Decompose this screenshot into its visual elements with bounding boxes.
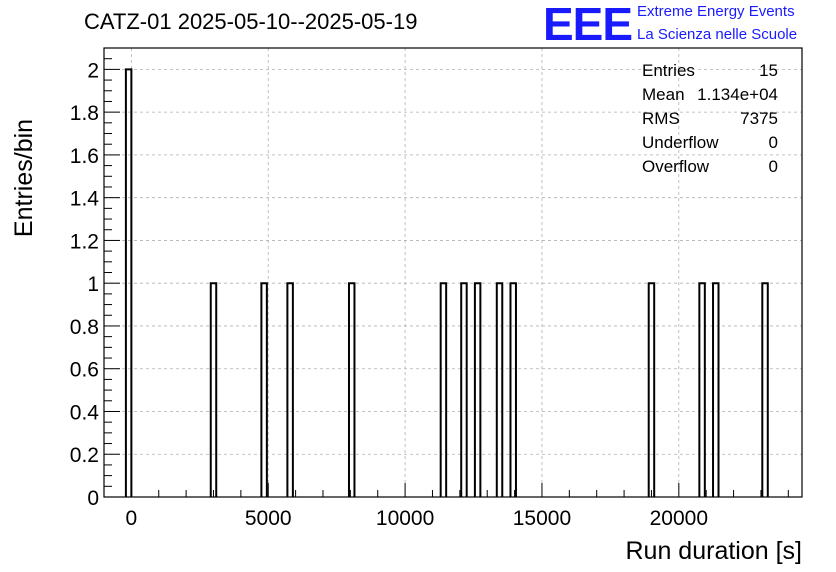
histogram-bin	[509, 282, 517, 497]
y-tick-label: 1.4	[70, 188, 100, 211]
stats-label: RMS	[642, 109, 680, 128]
y-axis-label: Entries/bin	[10, 119, 38, 237]
stats-box: Entries 15 Mean 1.134e+04 RMS 7375 Under…	[642, 59, 778, 179]
axis-ticks	[104, 58, 789, 498]
stats-label: Underflow	[642, 133, 719, 152]
histogram-bin	[712, 282, 720, 497]
histogram-bin	[347, 282, 356, 497]
logo-text-line2: La Scienza nelle Scuole	[637, 26, 798, 43]
y-tick-label: 0	[87, 487, 99, 510]
x-tick-label: 20000	[650, 507, 708, 530]
y-tick-label: 1.8	[70, 102, 99, 125]
histogram-bin	[260, 282, 268, 497]
x-tick-label: 10000	[376, 507, 434, 530]
tick-labels: 0 5000 10000 15000 20000 0 0.2 0.4 0.6 0.8 1 1.2 1.4…	[70, 59, 708, 530]
stats-row-entries: Entries 15	[642, 59, 778, 83]
y-tick-label: 1.2	[70, 230, 99, 253]
histogram-bin	[647, 282, 656, 497]
stats-row-overflow: Overflow 0	[642, 155, 778, 179]
histogram-bin	[698, 282, 706, 497]
histogram-bin	[124, 68, 133, 497]
stats-label: Mean	[642, 85, 685, 104]
y-tick-label: 0.6	[70, 359, 99, 382]
eee-logo: EEE	[543, 0, 633, 50]
stats-value: 1.134e+04	[697, 85, 778, 104]
stats-value: 0	[768, 133, 778, 152]
stats-value: 7375	[740, 109, 778, 128]
x-tick-label: 15000	[513, 507, 571, 530]
grid-lines	[104, 48, 802, 497]
logo-text-line1: Extreme Energy Events	[637, 3, 795, 20]
x-axis-label: Run duration [s]	[626, 537, 803, 565]
histogram-bin	[286, 282, 294, 497]
y-tick-label: 1.6	[70, 145, 99, 168]
histogram-bars	[124, 68, 769, 497]
histogram-bin	[209, 282, 218, 497]
histogram-bin	[473, 282, 482, 497]
histogram-bin	[439, 282, 448, 497]
histogram-bin	[460, 282, 468, 497]
x-tick-label: 0	[126, 507, 138, 530]
x-tick-label: 5000	[245, 507, 292, 530]
y-tick-label: 2	[87, 59, 99, 82]
stats-row-mean: Mean 1.134e+04	[642, 83, 778, 107]
stats-value: 0	[768, 157, 778, 176]
y-tick-label: 1	[87, 273, 99, 296]
chart-title: CATZ-01 2025-05-10--2025-05-19	[84, 9, 418, 34]
stats-label: Entries	[642, 61, 695, 80]
y-tick-label: 0.2	[70, 444, 99, 467]
stats-row-underflow: Underflow 0	[642, 131, 778, 155]
histogram-bin	[761, 282, 769, 497]
stats-label: Overflow	[642, 157, 710, 176]
y-tick-label: 0.8	[70, 316, 99, 339]
histogram-bin	[495, 282, 504, 497]
stats-row-rms: RMS 7375	[642, 107, 778, 131]
y-tick-label: 0.4	[70, 401, 100, 424]
stats-value: 15	[759, 61, 778, 80]
